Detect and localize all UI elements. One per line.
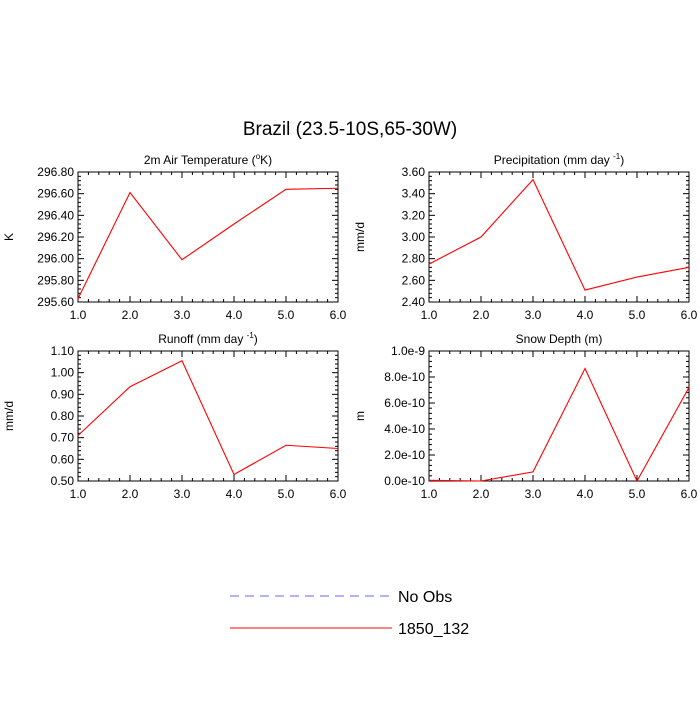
- y-tick-label: 0.60: [51, 452, 75, 466]
- x-tick-label: 5.0: [629, 308, 646, 322]
- series-line-1850_132: [428, 367, 690, 483]
- x-tick-label: 2.0: [473, 308, 490, 322]
- y-tick-label: 6.0e-10: [384, 396, 425, 410]
- y-tick-label: 2.40: [402, 295, 426, 309]
- y-tick-label: 8.0e-10: [384, 370, 425, 384]
- y-axis-label: m: [353, 411, 367, 421]
- panel-title: Precipitation (mm day -1): [494, 152, 625, 167]
- y-tick-label: 295.80: [37, 273, 74, 287]
- y-tick-label: 296.40: [37, 208, 74, 222]
- plot-frame: [428, 350, 690, 482]
- x-tick-label: 1.0: [421, 487, 438, 501]
- plot-frame: [77, 171, 339, 303]
- y-tick-label: 3.20: [402, 208, 426, 222]
- x-tick-label: 1.0: [70, 308, 87, 322]
- y-tick-label: 3.00: [402, 230, 426, 244]
- chart-panel-2: Precipitation (mm day -1) mm/d 2.40 2.60 2.8…: [353, 152, 698, 322]
- panel-title: Runoff (mm day -1): [158, 331, 258, 346]
- x-tick-label: 2.0: [122, 308, 139, 322]
- x-tick-label: 3.0: [525, 487, 542, 501]
- x-tick-label: 1.0: [421, 308, 438, 322]
- y-tick-label: 296.60: [37, 187, 74, 201]
- x-tick-label: 6.0: [681, 487, 698, 501]
- x-tick-label: 4.0: [226, 487, 243, 501]
- series-line-1850_132: [77, 187, 339, 299]
- legend-label-1: No Obs: [398, 589, 452, 606]
- y-tick-label: 1.0e-9: [391, 344, 425, 358]
- y-tick-label: 1.10: [51, 344, 75, 358]
- y-tick-label: 0.70: [51, 431, 75, 445]
- x-tick-label: 5.0: [278, 487, 295, 501]
- plot-frame: [77, 350, 339, 482]
- x-tick-label: 4.0: [577, 487, 594, 501]
- x-tick-label: 4.0: [577, 308, 594, 322]
- x-tick-label: 5.0: [278, 308, 295, 322]
- y-tick-label: 2.0e-10: [384, 448, 425, 462]
- y-tick-label: 296.80: [37, 165, 74, 179]
- y-axis-label: K: [2, 233, 16, 241]
- x-tick-label: 2.0: [122, 487, 139, 501]
- y-tick-label: 296.20: [37, 230, 74, 244]
- x-tick-label: 3.0: [174, 308, 191, 322]
- x-tick-label: 6.0: [330, 487, 347, 501]
- legend: No Obs 1850_132: [230, 589, 469, 638]
- x-tick-label: 6.0: [330, 308, 347, 322]
- y-axis-label: mm/d: [353, 222, 367, 252]
- series-line-1850_132: [428, 178, 690, 291]
- x-tick-label: 1.0: [70, 487, 87, 501]
- y-tick-label: 0.0e-10: [384, 474, 425, 488]
- y-tick-label: 0.80: [51, 409, 75, 423]
- chart-panel-1: 2m Air Temperature (oK) K 295.60 295.80 296.…: [2, 152, 347, 322]
- y-tick-label: 2.80: [402, 252, 426, 266]
- y-tick-label: 296.00: [37, 252, 74, 266]
- y-tick-label: 3.40: [402, 187, 426, 201]
- panel-title: Snow Depth (m): [516, 332, 603, 346]
- y-tick-label: 0.90: [51, 387, 75, 401]
- x-tick-label: 4.0: [226, 308, 243, 322]
- y-tick-label: 2.60: [402, 273, 426, 287]
- x-tick-label: 6.0: [681, 308, 698, 322]
- y-axis-label: mm/d: [2, 401, 16, 431]
- plot-frame: [428, 171, 690, 303]
- y-tick-label: 295.60: [37, 295, 74, 309]
- x-tick-label: 2.0: [473, 487, 490, 501]
- y-tick-label: 4.0e-10: [384, 422, 425, 436]
- y-tick-label: 0.50: [51, 474, 75, 488]
- series-line-1850_132: [77, 360, 339, 476]
- panel-title: 2m Air Temperature (oK): [144, 152, 272, 167]
- chart-panel-4: Snow Depth (m) m 0.0e-10 2.0e-10 4.0e-10 6.0e…: [353, 332, 698, 501]
- x-tick-label: 3.0: [174, 487, 191, 501]
- chart-panel-3: Runoff (mm day -1) mm/d 0.50 0.60 0.70 0.80 0.…: [2, 331, 347, 501]
- y-tick-label: 3.60: [402, 165, 426, 179]
- y-tick-label: 1.00: [51, 366, 75, 380]
- legend-label-2: 1850_132: [398, 621, 469, 638]
- x-tick-label: 5.0: [629, 487, 646, 501]
- x-tick-label: 3.0: [525, 308, 542, 322]
- figure-title: Brazil (23.5-10S,65-30W): [243, 119, 457, 140]
